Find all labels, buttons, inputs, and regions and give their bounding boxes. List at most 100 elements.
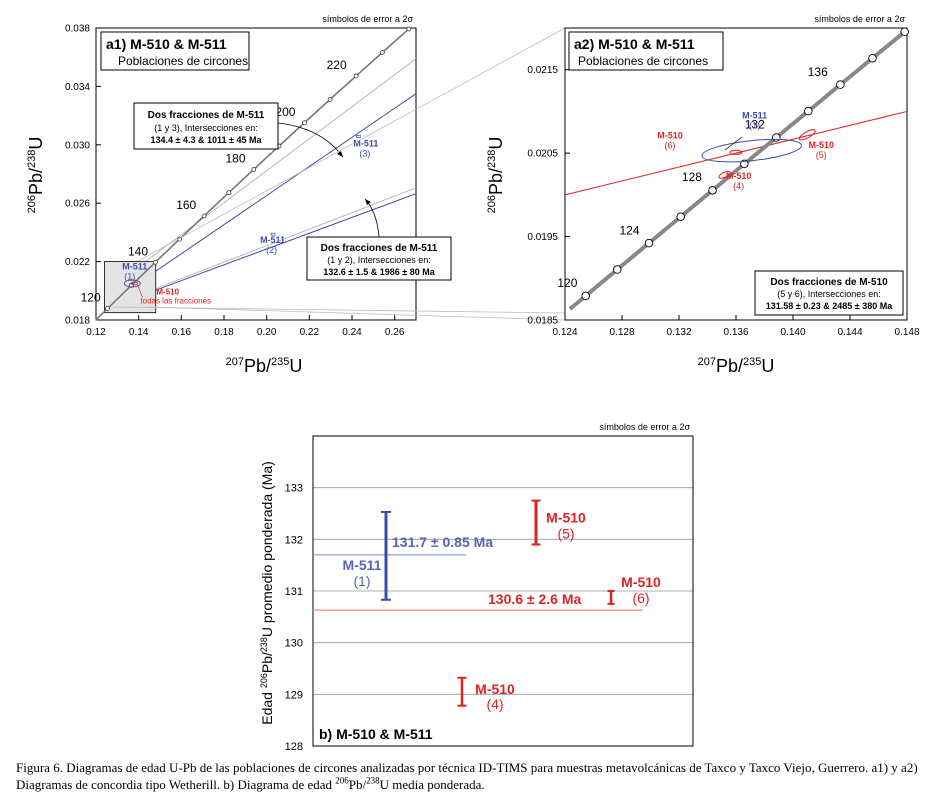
b-series-label-4: M-510 bbox=[475, 681, 515, 697]
a2-xtick-label: 0.128 bbox=[609, 327, 634, 338]
a1-error-note: símbolos de error a 2σ bbox=[322, 14, 413, 24]
b-ytick-label: 130 bbox=[285, 638, 303, 650]
a1-ylabel-end: U bbox=[26, 137, 46, 150]
a1-concordia-node bbox=[201, 213, 207, 219]
a1-ytick-label: 0.038 bbox=[65, 24, 90, 35]
a1-annotation-2-arrowhead bbox=[365, 199, 371, 205]
a1-m511-3-label: M-511 bbox=[353, 138, 378, 148]
b-ylabel: Edad 206Pb/238U promedio ponderada (Ma) bbox=[259, 461, 275, 725]
a1-title-box bbox=[100, 31, 250, 71]
a1-ylabel: 206Pb/238U bbox=[26, 137, 46, 214]
b-ylabel-sup1: 206 bbox=[259, 673, 269, 688]
a1-concordia-node bbox=[406, 26, 412, 32]
a2-ytick-label: 0.0215 bbox=[527, 65, 558, 76]
a1-m510-sub: todas las fracciones bbox=[140, 297, 211, 306]
a2-xtick-label: 0.124 bbox=[552, 327, 577, 338]
a2-m510-6-ellipse bbox=[729, 149, 743, 155]
a2-discordia-line-1 bbox=[564, 110, 908, 196]
a2-m510-5-label: M-510 bbox=[808, 140, 834, 150]
a1-xlabel: 207Pb/235U bbox=[226, 356, 303, 376]
a1-ytick-label: 0.034 bbox=[65, 82, 90, 93]
a2-xtick-label: 0.148 bbox=[894, 327, 919, 338]
a1-m511-2-label: M-511 bbox=[260, 235, 285, 245]
a2-ylabel: 206Pb/238U bbox=[486, 137, 506, 214]
a1-ylabel-sup2: 238 bbox=[26, 150, 38, 168]
caption-sup2: 238 bbox=[366, 775, 380, 786]
a2-m510-5-ellipse bbox=[798, 129, 816, 141]
a2-m510-6-sub: (6) bbox=[665, 140, 676, 150]
zoom-connector-1 bbox=[137, 27, 566, 262]
a2-xtick-label: 0.132 bbox=[666, 327, 691, 338]
b-mean-label-1: 131.7 ± 0.85 Ma bbox=[392, 534, 493, 550]
b-ytick-label: 128 bbox=[285, 741, 303, 753]
a2-ylabel-sup2: 238 bbox=[486, 150, 498, 168]
panel-a2: 0.124 0.128 0.132 0.136 0.140 0.144 0.148 0.018… bbox=[486, 14, 920, 376]
a1-m510-ellipse bbox=[130, 281, 138, 286]
a2-ytick-label: 0.0195 bbox=[527, 232, 558, 243]
a2-annotation-title: Dos fracciones de M-510 bbox=[770, 277, 888, 288]
a1-m511-1-ellipse bbox=[123, 279, 141, 288]
a1-age-label: 180 bbox=[225, 151, 245, 165]
a1-age-label: 120 bbox=[81, 290, 101, 304]
a2-age-label: 120 bbox=[557, 276, 577, 290]
a2-m510-5-sub: (5) bbox=[816, 150, 827, 160]
a1-xlabel-sup1: 207 bbox=[226, 356, 244, 368]
a1-annotation-1-line1: (1 y 3), Intersecciones en: bbox=[154, 123, 258, 133]
a2-xlabel-sup1: 207 bbox=[698, 356, 716, 368]
a2-annotation-line2: 131.58 ± 0.23 & 2485 ± 380 Ma bbox=[766, 301, 893, 311]
a2-m510-4-label: M-510 bbox=[726, 171, 752, 181]
caption-mid: Pb/ bbox=[348, 777, 367, 792]
a1-concordia-node bbox=[353, 73, 359, 79]
a1-reference-line-2 bbox=[104, 187, 417, 309]
a1-annotation-2-line1: (1 y 2), Intersecciones en: bbox=[327, 255, 431, 265]
a1-age-label: 200 bbox=[275, 105, 295, 119]
a1-concordia-node bbox=[105, 306, 111, 311]
a2-concordia-node bbox=[868, 53, 877, 63]
a2-concordia-node bbox=[772, 133, 781, 142]
a1-concordia-node bbox=[251, 166, 257, 172]
caption-suffix: U media ponderada. bbox=[379, 777, 485, 792]
a1-xtick-label: 0.14 bbox=[129, 327, 149, 338]
a1-concordia-node bbox=[152, 259, 158, 265]
a2-age-label: 132 bbox=[745, 117, 765, 131]
a2-concordia-node bbox=[900, 27, 909, 37]
a1-age-label: 160 bbox=[176, 198, 196, 212]
a1-subtitle: Poblaciones de circones bbox=[118, 54, 248, 68]
a2-annotation-box bbox=[754, 270, 904, 316]
a2-annotation-line1: (5 y 6), Intersecciones en: bbox=[777, 289, 881, 299]
a2-subtitle: Poblaciones de circones bbox=[578, 54, 708, 68]
b-ytick-label: 133 bbox=[285, 483, 303, 495]
a1-ylabel-mid: Pb/ bbox=[26, 168, 46, 195]
a1-annotation-1-box bbox=[133, 102, 279, 150]
a1-xtick-label: 0.20 bbox=[257, 327, 277, 338]
a2-concordia-node bbox=[804, 106, 813, 116]
a1-m511-2-sub: (2) bbox=[266, 245, 277, 255]
a1-annotation-1-line2: 134.4 ± 4.3 & 1011 ± 45 Ma bbox=[151, 135, 263, 145]
a2-title: a2) M-510 & M-511 bbox=[574, 36, 695, 52]
a2-age-label: 124 bbox=[619, 223, 639, 237]
a1-m511-1-label: M-511 bbox=[122, 262, 147, 272]
b-ylabel-pre: Edad bbox=[259, 688, 275, 725]
a2-xtick-label: 0.144 bbox=[837, 327, 862, 338]
a1-age-label: 220 bbox=[327, 58, 347, 72]
a2-m511-1-label: M-511 bbox=[742, 111, 767, 121]
a1-concordia-node bbox=[379, 50, 385, 55]
b-title: b) M-510 & M-511 bbox=[319, 726, 433, 742]
a1-ytick-label: 0.026 bbox=[65, 199, 90, 210]
a2-title-box bbox=[568, 31, 724, 71]
b-ytick-label: 129 bbox=[285, 689, 303, 701]
a2-m510-6-label: M-510 bbox=[657, 130, 683, 140]
b-ylabel-end: U promedio ponderada (Ma) bbox=[259, 461, 275, 637]
a1-concordia-node bbox=[226, 190, 232, 196]
a2-ytick-label: 0.0205 bbox=[527, 149, 558, 160]
b-ylabel-sup2: 238 bbox=[259, 637, 269, 652]
a2-xtick-label: 0.140 bbox=[780, 327, 805, 338]
a2-xlabel: 207Pb/235U bbox=[698, 356, 775, 376]
a2-leader-line bbox=[724, 136, 743, 151]
a1-xtick-label: 0.26 bbox=[385, 327, 405, 338]
a1-xlabel-mid: Pb/ bbox=[244, 356, 271, 376]
b-ylabel-mid: Pb/ bbox=[259, 652, 275, 673]
a2-concordia-node bbox=[676, 212, 685, 221]
a1-xtick-label: 0.18 bbox=[214, 327, 234, 338]
a1-m511-1-sub: (1) bbox=[124, 272, 135, 282]
